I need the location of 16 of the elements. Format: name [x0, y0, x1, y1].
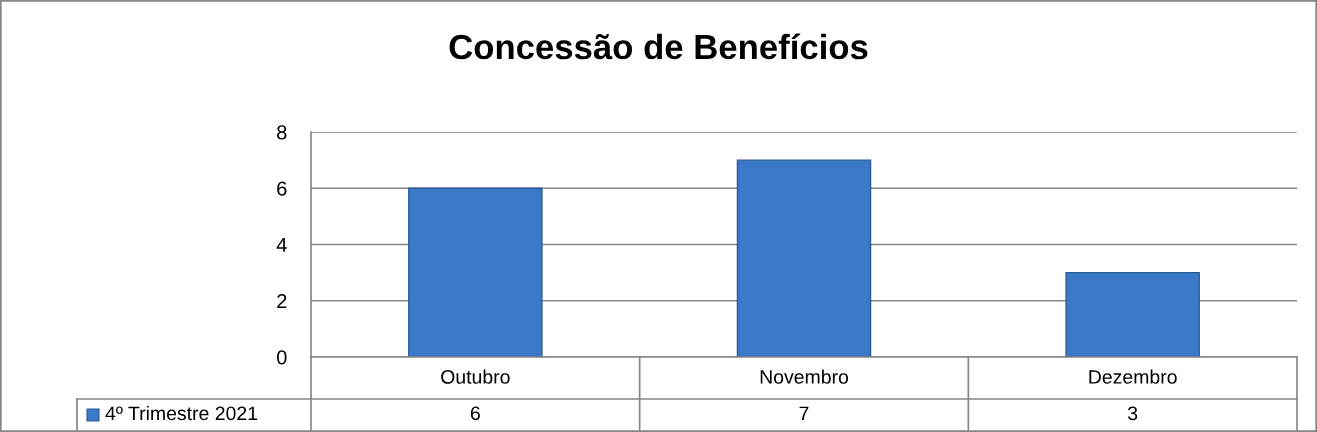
data-label: 6	[470, 406, 480, 421]
bar	[736, 159, 872, 357]
bar	[408, 187, 543, 357]
bar	[1065, 271, 1200, 357]
legend-label: 4º Trimestre 2021	[105, 405, 258, 421]
y-tick-label: 4	[276, 237, 287, 252]
data-label: 7	[799, 406, 809, 421]
x-tick-label: Novembro	[760, 369, 849, 384]
y-tick-label: 2	[277, 293, 287, 309]
chart-title: Concessão de Benefícios	[449, 33, 868, 60]
y-tick-label: 0	[276, 350, 287, 365]
data-label: 3	[1128, 406, 1138, 421]
y-tick-label: 6	[277, 181, 287, 196]
x-tick-label: Outubro	[441, 369, 510, 384]
y-tick-label: 8	[277, 125, 287, 140]
x-tick-label: Dezembro	[1089, 369, 1177, 384]
